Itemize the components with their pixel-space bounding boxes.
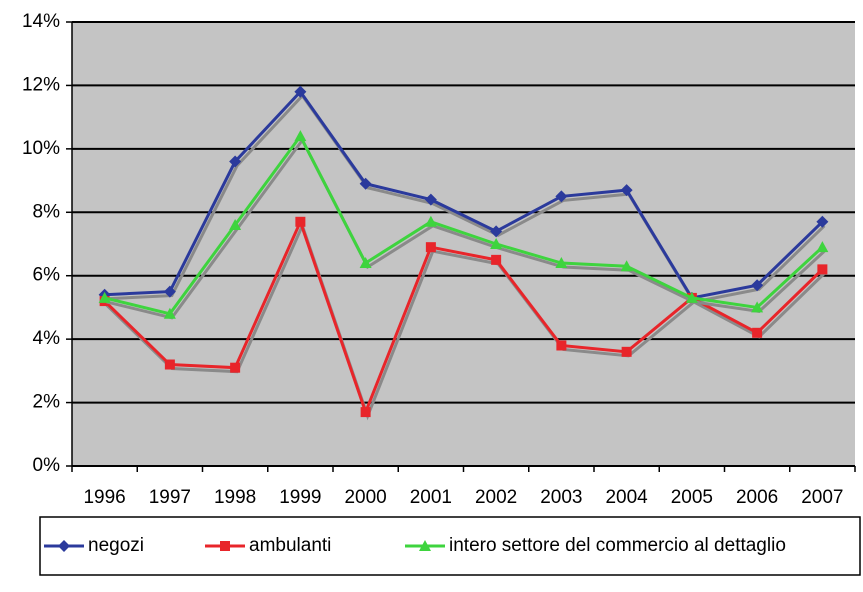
data-point (621, 346, 632, 357)
x-tick-label: 1997 (149, 487, 191, 508)
x-tick-label: 2002 (475, 487, 517, 508)
legend-marker (220, 541, 230, 551)
data-point (229, 218, 242, 230)
x-tick-label: 1999 (279, 487, 321, 508)
y-tick-label: 10% (22, 138, 60, 159)
data-point (620, 260, 633, 272)
data-point (491, 254, 502, 265)
data-point (360, 407, 371, 418)
data-point (359, 257, 372, 269)
data-point (294, 130, 307, 142)
y-tick-label: 6% (33, 265, 61, 286)
data-point (816, 215, 829, 228)
series-line (104, 89, 824, 300)
x-tick-label: 2000 (344, 487, 386, 508)
data-point (229, 155, 242, 168)
series-shadow (105, 221, 826, 421)
y-tick-label: 2% (33, 392, 61, 413)
data-point (164, 359, 175, 370)
y-tick-label: 8% (33, 201, 61, 222)
y-tick-label: 14% (22, 11, 60, 32)
data-point (556, 340, 567, 351)
y-tick-label: 4% (33, 328, 61, 349)
data-point (555, 190, 568, 203)
legend-label: intero settore del commercio al dettagli… (449, 535, 786, 556)
data-point (294, 85, 307, 98)
x-tick-label: 2006 (736, 487, 778, 508)
series-shadow (106, 137, 826, 320)
x-tick-label: 2001 (410, 487, 452, 508)
x-tick-label: 1998 (214, 487, 256, 508)
plot-area (72, 22, 855, 466)
x-tick-label: 2007 (801, 487, 843, 508)
data-point (751, 301, 764, 313)
data-point (295, 216, 306, 227)
legend-label: negozi (88, 535, 144, 556)
legend-marker (419, 540, 431, 551)
data-point (424, 215, 437, 227)
data-point (685, 291, 698, 303)
data-point (425, 242, 436, 253)
x-tick-label: 2003 (540, 487, 582, 508)
data-point (163, 307, 176, 319)
data-point (817, 264, 828, 275)
legend-marker (58, 540, 70, 552)
legend-label: ambulanti (249, 535, 331, 556)
legend-box (39, 516, 861, 576)
x-tick-label: 2005 (671, 487, 713, 508)
data-point (424, 193, 437, 206)
data-point (816, 241, 829, 253)
data-point (752, 327, 763, 338)
data-point (359, 177, 372, 190)
data-point (555, 257, 568, 269)
data-point (490, 238, 503, 249)
data-point (163, 285, 176, 298)
x-tick-label: 1996 (83, 487, 125, 508)
data-point (751, 279, 764, 292)
data-point (230, 362, 241, 373)
y-tick-label: 0% (33, 455, 61, 476)
x-tick-label: 2004 (605, 487, 648, 508)
y-tick-label: 12% (22, 74, 60, 95)
data-point (620, 184, 633, 197)
data-point (490, 225, 503, 238)
series-line (104, 133, 824, 316)
data-point (98, 291, 111, 303)
